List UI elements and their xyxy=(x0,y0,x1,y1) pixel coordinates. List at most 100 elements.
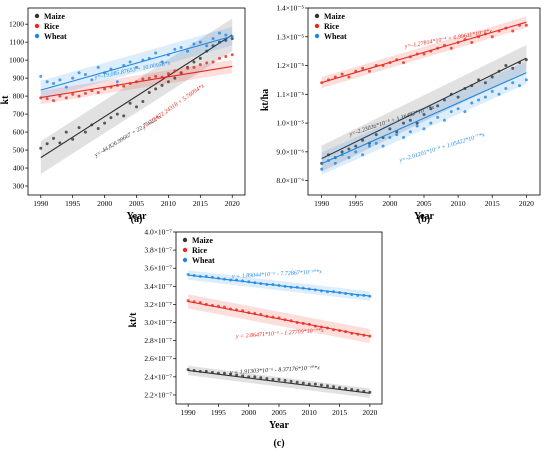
data-point-rice xyxy=(354,69,358,73)
legend-marker-wheat xyxy=(314,33,320,39)
legend-label: Rice xyxy=(192,246,208,255)
legend-label: Wheat xyxy=(324,32,347,41)
data-point-wheat xyxy=(77,71,81,75)
data-point-maize xyxy=(166,80,170,84)
data-point-rice xyxy=(58,94,62,98)
data-point-wheat xyxy=(504,87,508,91)
data-point-maize xyxy=(429,107,433,111)
data-point-maize xyxy=(128,101,132,105)
data-point-wheat xyxy=(141,58,145,62)
data-point-rice xyxy=(344,330,348,334)
data-point-wheat xyxy=(361,153,365,157)
y-tick-label: 8.0×10⁻⁶ xyxy=(276,176,304,185)
data-point-maize xyxy=(338,386,342,390)
y-tick-label: 600 xyxy=(13,128,25,137)
y-tick-label: 900 xyxy=(13,74,25,83)
data-point-wheat xyxy=(470,101,474,105)
data-point-rice xyxy=(109,85,113,89)
data-point-maize xyxy=(103,121,107,125)
data-point-rice xyxy=(518,23,522,27)
data-point-rice xyxy=(179,71,183,75)
data-point-maize xyxy=(356,388,360,392)
data-point-maize xyxy=(217,40,221,44)
data-point-maize xyxy=(402,121,406,125)
y-tick-label: 1.1×10⁻⁵ xyxy=(276,90,304,99)
data-point-wheat xyxy=(277,283,281,287)
data-point-maize xyxy=(319,383,323,387)
x-tick-label: 2005 xyxy=(129,199,144,208)
data-point-maize xyxy=(135,105,138,109)
data-point-wheat xyxy=(463,110,467,114)
y-tick-label: 800 xyxy=(13,92,25,101)
x-tick-label: 2000 xyxy=(382,199,397,208)
x-axis-label: Year xyxy=(127,211,148,222)
data-point-wheat xyxy=(128,60,132,64)
data-point-rice xyxy=(235,308,239,312)
legend-marker-rice xyxy=(182,247,188,253)
data-point-wheat xyxy=(211,37,215,41)
data-point-rice xyxy=(45,97,49,101)
data-point-rice xyxy=(253,311,257,315)
data-point-rice xyxy=(429,49,433,53)
data-point-wheat xyxy=(347,156,351,160)
fit-equation-rice: y = 2.86471*10⁻⁶ - 1.27709*10⁻⁹*x xyxy=(235,327,324,340)
data-point-rice xyxy=(524,23,528,27)
data-point-wheat xyxy=(160,60,164,64)
data-point-rice xyxy=(511,29,515,33)
data-point-wheat xyxy=(45,80,49,84)
x-tick-label: 2020 xyxy=(519,199,534,208)
data-point-rice xyxy=(166,72,170,76)
data-point-maize xyxy=(235,373,239,377)
data-point-maize xyxy=(497,69,501,73)
data-point-rice xyxy=(64,96,68,100)
data-point-wheat xyxy=(395,133,399,137)
data-point-maize xyxy=(204,369,208,373)
data-point-wheat xyxy=(429,121,433,125)
x-tick-label: 2010 xyxy=(451,199,466,208)
fit-equation-wheat: y = 1.89044*10⁻⁶ - 7.72867*10⁻¹⁰*x xyxy=(231,268,323,280)
fit-line-maize xyxy=(321,57,527,160)
data-point-wheat xyxy=(325,290,329,294)
data-point-wheat xyxy=(216,276,220,280)
data-point-maize xyxy=(222,371,226,375)
data-point-wheat xyxy=(289,285,293,289)
data-point-maize xyxy=(470,84,474,88)
data-point-wheat xyxy=(186,49,190,53)
data-point-wheat xyxy=(154,51,158,55)
y-tick-label: 2.4×10⁻⁷ xyxy=(144,372,172,381)
y-tick-label: 1.3×10⁻⁵ xyxy=(276,32,304,41)
data-point-maize xyxy=(109,116,113,120)
data-point-maize xyxy=(154,87,158,91)
legend-marker-rice xyxy=(34,23,40,29)
data-point-rice xyxy=(442,43,446,47)
data-point-maize xyxy=(289,379,293,383)
data-point-maize xyxy=(198,369,202,373)
data-point-rice xyxy=(265,314,269,318)
data-point-rice xyxy=(483,32,487,36)
y-tick-label: 2.8×10⁻⁷ xyxy=(144,336,172,345)
data-point-maize xyxy=(332,385,336,389)
data-point-wheat xyxy=(115,80,119,84)
data-point-rice xyxy=(436,46,440,50)
data-point-rice xyxy=(154,74,158,78)
chart-panel-b: 1990 1995 2000 2005 2010 2015 2020 8.0×10⁻⁶ 9.0×… xyxy=(260,4,541,225)
y-tick-label: 3.8×10⁻⁷ xyxy=(144,246,172,255)
data-point-rice xyxy=(160,75,164,79)
y-tick-label: 1.2×10⁻⁵ xyxy=(276,61,304,70)
panel-caption: (b) xyxy=(418,214,430,225)
data-point-rice xyxy=(367,69,371,73)
data-point-wheat xyxy=(477,98,481,102)
data-point-rice xyxy=(340,72,344,76)
data-point-maize xyxy=(362,389,366,393)
data-point-rice xyxy=(241,309,245,313)
data-point-maize xyxy=(83,130,87,134)
data-point-rice xyxy=(350,331,354,335)
data-point-rice xyxy=(415,52,419,56)
data-point-rice xyxy=(320,81,324,85)
data-point-rice xyxy=(96,91,100,95)
data-point-wheat xyxy=(332,290,336,294)
data-point-rice xyxy=(395,58,399,62)
data-point-wheat xyxy=(103,71,107,75)
data-point-rice xyxy=(198,63,202,67)
data-point-rice xyxy=(402,61,406,65)
